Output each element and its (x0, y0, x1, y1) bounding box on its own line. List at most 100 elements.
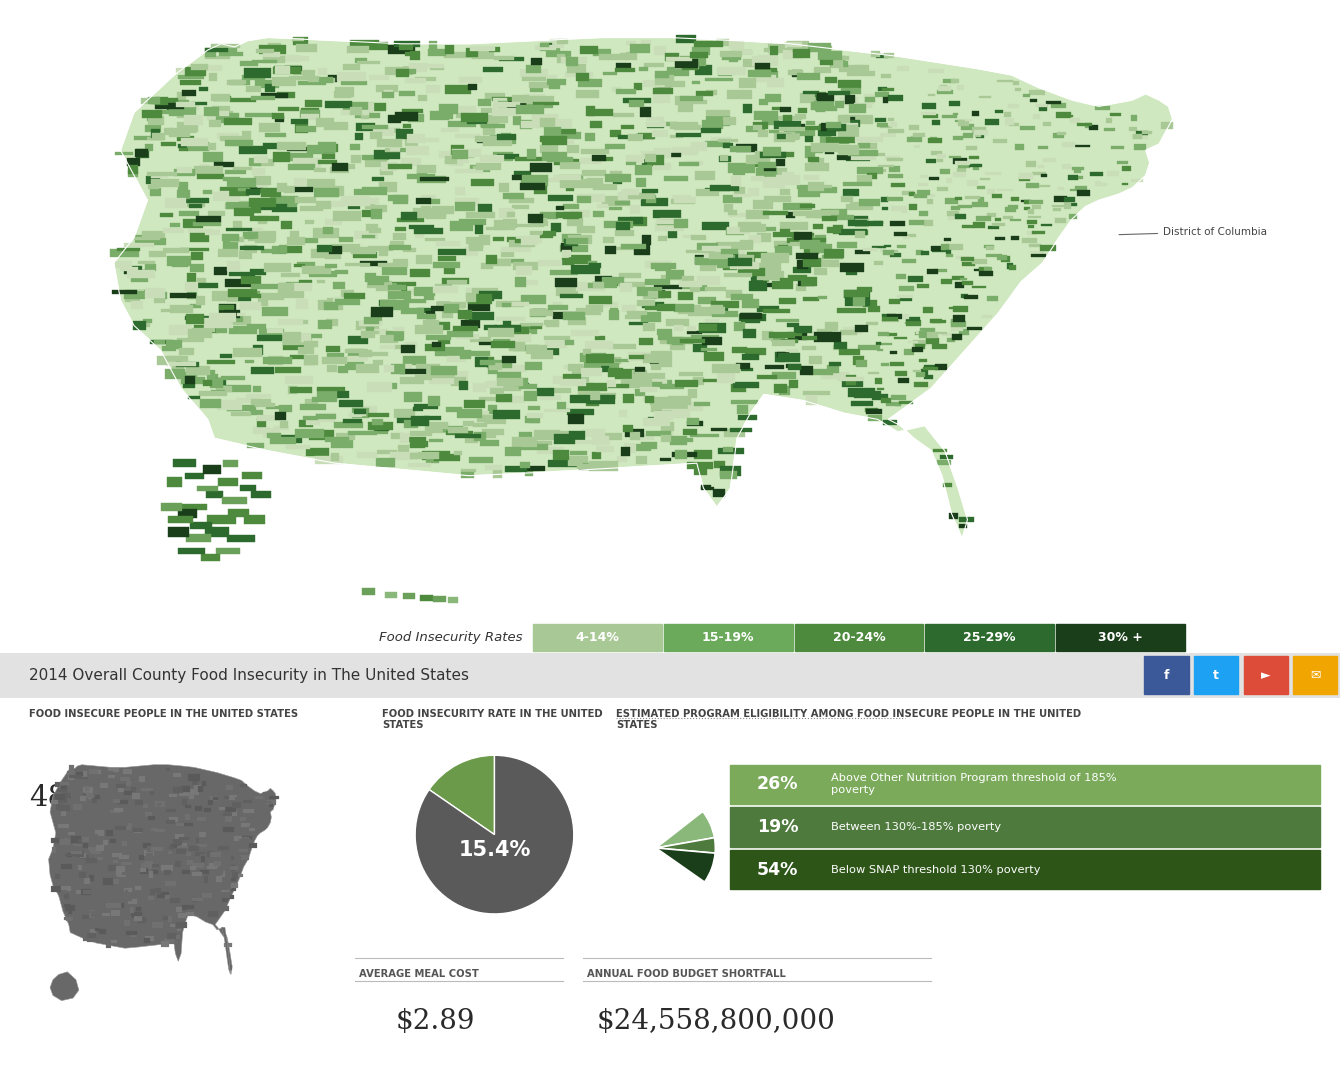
Bar (921, 369, 927, 374)
Bar (890, 363, 904, 366)
Bar (882, 88, 895, 91)
Bar (285, 64, 302, 68)
Bar (953, 136, 963, 140)
Bar (736, 242, 753, 247)
Bar (410, 444, 425, 448)
Bar (218, 249, 239, 257)
Bar (937, 154, 946, 158)
Bar (610, 171, 622, 174)
Bar (315, 188, 339, 197)
Bar (846, 95, 855, 105)
Bar (955, 256, 970, 259)
Bar (602, 196, 630, 205)
Bar (263, 792, 269, 798)
Bar (197, 486, 218, 491)
Bar (114, 860, 118, 863)
Bar (477, 100, 490, 106)
Bar (895, 370, 907, 377)
Bar (481, 263, 493, 269)
Bar (972, 286, 986, 288)
Bar (367, 382, 391, 392)
Bar (288, 164, 315, 170)
Text: 4-14%: 4-14% (576, 630, 619, 644)
Bar (982, 316, 992, 318)
Bar (213, 805, 221, 808)
Bar (943, 484, 951, 487)
Bar (635, 217, 646, 226)
Bar (863, 300, 878, 307)
Bar (182, 90, 197, 96)
Bar (206, 516, 236, 523)
Bar (879, 394, 888, 399)
Bar (540, 234, 553, 239)
Bar (75, 851, 84, 857)
Bar (205, 56, 230, 60)
Bar (166, 256, 192, 265)
Bar (176, 362, 200, 367)
Bar (283, 341, 312, 350)
Bar (776, 152, 793, 157)
Bar (809, 104, 831, 110)
Bar (946, 250, 951, 254)
Bar (661, 275, 681, 280)
Bar (628, 134, 643, 140)
Bar (662, 410, 690, 418)
Bar (331, 439, 352, 448)
Bar (564, 239, 579, 245)
Bar (161, 865, 173, 871)
Bar (697, 243, 718, 249)
Text: 48,135,000: 48,135,000 (29, 783, 196, 811)
Bar (721, 255, 736, 262)
Bar (205, 808, 210, 812)
Bar (521, 383, 529, 387)
Bar (1047, 102, 1061, 104)
Bar (687, 310, 713, 317)
Bar (403, 247, 415, 251)
Bar (909, 341, 918, 342)
Bar (1052, 204, 1065, 207)
Bar (710, 184, 740, 190)
Bar (931, 151, 942, 155)
Bar (84, 785, 88, 791)
Bar (226, 138, 247, 146)
Bar (871, 169, 886, 172)
Bar (639, 338, 654, 345)
Bar (324, 302, 338, 310)
Bar (898, 295, 913, 299)
Bar (559, 174, 583, 182)
Bar (385, 592, 398, 598)
Bar (647, 123, 663, 128)
Bar (653, 403, 661, 408)
Bar (241, 836, 252, 840)
Bar (636, 301, 655, 306)
Bar (360, 261, 387, 266)
Text: ✉: ✉ (1311, 669, 1320, 682)
Bar (319, 201, 344, 208)
Bar (543, 152, 567, 160)
Bar (729, 42, 744, 49)
Bar (127, 898, 133, 901)
Bar (846, 272, 858, 275)
Bar (166, 820, 174, 824)
Bar (216, 378, 226, 384)
Bar (563, 234, 582, 242)
Bar (1095, 106, 1111, 110)
Bar (276, 367, 302, 372)
Bar (795, 232, 812, 241)
Bar (336, 433, 350, 438)
Bar (521, 467, 545, 471)
Bar (414, 403, 438, 409)
Bar (674, 402, 689, 410)
Bar (890, 299, 900, 304)
Bar (355, 133, 363, 140)
Bar (426, 336, 452, 339)
Bar (145, 125, 161, 132)
Text: Food Insecurity Rates: Food Insecurity Rates (379, 631, 523, 644)
Bar (267, 800, 272, 804)
Bar (724, 195, 741, 203)
Bar (343, 102, 369, 111)
Bar (816, 235, 827, 244)
Bar (58, 807, 66, 809)
Bar (448, 597, 458, 602)
Bar (331, 453, 339, 461)
